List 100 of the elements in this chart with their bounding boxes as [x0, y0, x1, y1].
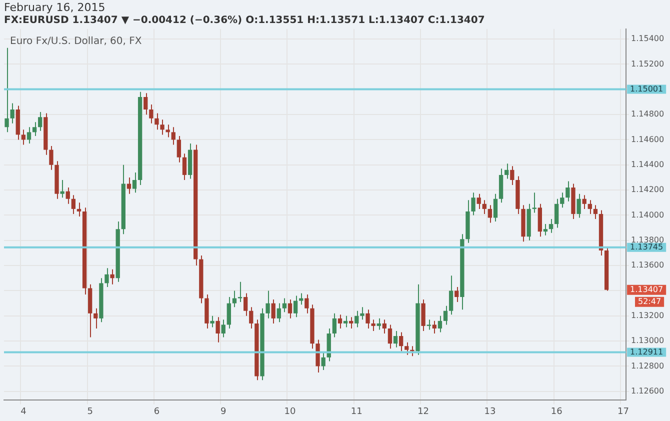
candlestick	[560, 192, 564, 208]
y-tick-label: 1.14600	[631, 134, 664, 144]
candlestick	[399, 332, 404, 352]
candlestick	[538, 203, 542, 238]
candlestick	[354, 310, 359, 328]
candlestick	[176, 135, 182, 163]
x-tick-label: 13	[484, 406, 496, 417]
x-tick-label: 12	[418, 406, 430, 417]
candlestick	[232, 290, 237, 308]
y-tick-label: 1.13600	[631, 260, 664, 270]
candlestick	[126, 176, 132, 194]
ref-line-label: 1.13745	[630, 242, 664, 252]
candlestick	[443, 305, 448, 326]
candlestick	[421, 299, 426, 332]
y-tick-label: 1.14200	[631, 185, 664, 194]
candlestick	[149, 104, 154, 124]
candlestick	[21, 129, 26, 146]
candlestick	[304, 294, 309, 314]
y-tick-label: 1.15200	[631, 59, 664, 68]
candlestick	[266, 290, 270, 319]
candlestick	[10, 102, 14, 124]
y-tick-label: 1.13800	[631, 235, 664, 244]
y-tick-label: 1.12600	[631, 386, 664, 396]
candlestick	[316, 339, 320, 374]
candlestick	[49, 146, 54, 170]
candlestick	[593, 204, 598, 220]
ref-line-label: 1.12911	[630, 347, 664, 356]
candlestick	[238, 281, 242, 303]
y-tick-label: 1.13000	[631, 336, 664, 346]
candlestick	[288, 299, 292, 319]
y-tick-label: 1.14400	[631, 160, 664, 169]
candlestick	[271, 299, 276, 324]
candlestick	[293, 295, 298, 318]
candlestick	[166, 124, 170, 138]
chart-subtitle: FX:EURUSD 1.13407 ▼ −0.00412 (−0.36%) O:1.13551 H:1.13571 L:1.13407 C:1.13407	[4, 15, 485, 26]
y-tick-label: 1.12800	[631, 361, 664, 370]
candlestick	[4, 47, 9, 133]
candlestick	[216, 316, 220, 343]
candlestick	[566, 180, 570, 202]
candlestick	[482, 200, 486, 214]
candlestick	[376, 318, 381, 330]
candlestick	[71, 194, 76, 214]
candlestick	[426, 319, 431, 330]
candlestick	[576, 193, 581, 218]
candlestick	[498, 168, 504, 204]
candlestick	[226, 296, 231, 329]
candlestick	[393, 330, 398, 348]
y-tick-label: 1.15400	[631, 34, 664, 44]
candlestick	[371, 319, 376, 332]
candlestick	[144, 92, 148, 116]
candlestick	[182, 153, 187, 180]
candlestick	[471, 192, 476, 216]
text: February 16, 2015	[4, 1, 106, 14]
x-tick-label: 6	[154, 406, 160, 417]
candlestick	[343, 315, 348, 328]
candlestick	[360, 306, 364, 320]
candlestick	[493, 193, 498, 222]
candlestick	[154, 112, 159, 130]
candlestick	[38, 112, 42, 132]
candlestick	[160, 119, 164, 136]
candlestick	[582, 194, 586, 210]
text: 52:47	[638, 296, 662, 306]
candlestick	[332, 312, 337, 338]
y-tick-label: 1.13200	[631, 310, 664, 320]
candlestick	[210, 315, 214, 328]
x-tick-label: 4	[20, 406, 27, 417]
candlestick	[432, 320, 436, 334]
candlestick	[382, 319, 386, 334]
x-tick-label: 16	[550, 406, 563, 417]
x-tick-label: 10	[284, 406, 296, 417]
candlestick	[76, 202, 82, 217]
candlestick	[132, 172, 137, 194]
candlestick	[104, 268, 109, 288]
candlestick	[488, 204, 492, 224]
candlestick	[476, 193, 481, 210]
candlestick	[438, 315, 442, 333]
candlestick	[171, 126, 176, 146]
candlestick	[221, 319, 226, 338]
candlestick	[338, 314, 342, 329]
candlestick	[244, 292, 248, 316]
candlestick	[554, 198, 559, 228]
text: 1.13407	[630, 284, 664, 294]
x-tick-label: 17	[617, 406, 629, 417]
candlestick	[282, 298, 287, 313]
candlestick	[299, 292, 304, 306]
candlestick	[510, 166, 514, 186]
candlestick	[60, 179, 64, 198]
candlestick	[366, 309, 370, 329]
x-tick-label: 11	[350, 406, 362, 417]
ref-line-label: 1.15001	[630, 84, 664, 94]
candlestick	[504, 163, 509, 180]
candlestick	[548, 218, 554, 234]
candlestick	[388, 324, 392, 350]
candlestick	[276, 302, 281, 323]
text: Euro Fx/U.S. Dollar, 60, FX	[10, 36, 142, 47]
candlestick	[448, 275, 454, 316]
candlestick	[349, 316, 354, 329]
candlestick	[66, 187, 70, 204]
candlestick	[94, 308, 98, 329]
x-tick-label: 9	[220, 406, 226, 417]
